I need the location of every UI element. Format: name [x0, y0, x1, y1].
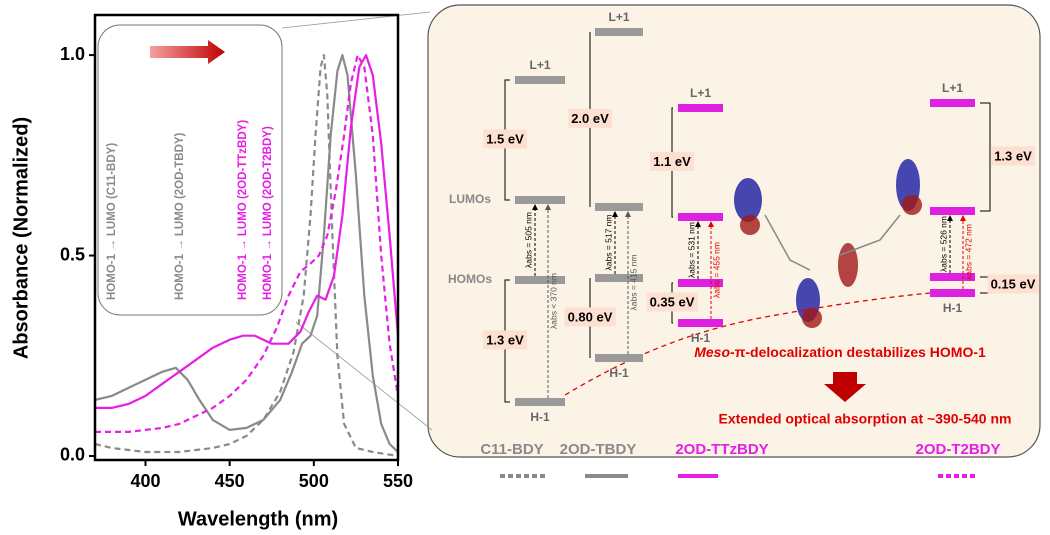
inset-label: HOMO-1 → LUMO (2OD-TBDY)	[174, 132, 186, 300]
gap-label: 2.0 eV	[571, 111, 609, 126]
gap-label: 1.3 eV	[994, 148, 1032, 163]
legend-label: 2OD-T2BDY	[915, 441, 1000, 458]
transition-label: λabs = 526 nm	[938, 216, 948, 272]
energy-level	[930, 289, 975, 297]
energy-level	[595, 28, 643, 36]
gap-label: 1.1 eV	[653, 154, 691, 169]
conclusion: Extended optical absorption at ~390-540 …	[719, 411, 1012, 427]
energy-level	[678, 213, 723, 221]
transition-label: λabs < 370 nm	[548, 273, 558, 329]
orbital	[902, 195, 922, 215]
gap-label: 0.15 eV	[991, 276, 1036, 291]
x-tick-label: 400	[130, 471, 160, 491]
x-tick-label: 450	[215, 471, 245, 491]
note-italic: Meso	[694, 344, 730, 360]
energy-level	[678, 104, 723, 112]
note-rest: -π-delocalization destabilizes HOMO-1	[730, 344, 986, 360]
level-label: L+1	[529, 58, 550, 72]
legend-label: C11-BDY	[480, 441, 543, 458]
orbital	[802, 308, 822, 328]
transition-label: λabs = 472 nm	[963, 224, 973, 280]
energy-level	[515, 76, 565, 84]
row-label: LUMOs	[449, 192, 491, 206]
level-label: L+1	[608, 10, 629, 24]
inset-box	[98, 25, 282, 315]
gap-label: 1.5 eV	[486, 131, 524, 146]
energy-level	[595, 354, 643, 362]
transition-label: λabs = 415 nm	[628, 255, 638, 311]
connector	[296, 322, 432, 430]
level-label: H-1	[943, 301, 963, 315]
y-tick-label: 1.0	[60, 44, 85, 64]
gap-label: 0.35 eV	[650, 294, 695, 309]
transition-label: λabs = 531 nm	[686, 222, 696, 278]
transition-label: λabs = 505 nm	[523, 212, 533, 268]
gap-label: 0.80 eV	[568, 309, 613, 324]
level-label: H-1	[691, 331, 711, 345]
y-tick-label: 0.0	[60, 445, 85, 465]
inset-label: HOMO-1 → LUMO (2OD-TTzBDY)	[237, 120, 249, 300]
energy-level	[515, 196, 565, 204]
y-axis-label: Absorbance (Normalized)	[10, 117, 32, 359]
x-axis-label: Wavelength (nm)	[178, 508, 338, 530]
energy-level	[595, 203, 643, 211]
x-tick-label: 500	[299, 471, 329, 491]
legend-label: 2OD-TBDY	[560, 441, 637, 458]
y-tick-label: 0.5	[60, 244, 85, 264]
energy-level	[930, 207, 975, 215]
gap-label: 1.3 eV	[486, 332, 524, 347]
x-tick-label: 550	[383, 471, 413, 491]
energy-level	[930, 99, 975, 107]
energy-level	[515, 398, 565, 406]
level-label: L+1	[942, 81, 963, 95]
legend-label: 2OD-TTzBDY	[675, 441, 768, 458]
transition-label: λabs = 455 nm	[711, 242, 721, 298]
note: Meso-π-delocalization destabilizes HOMO-…	[694, 344, 986, 360]
figure: Wavelength (nm) Absorbance (Normalized) …	[0, 0, 1050, 535]
transition-label: λabs = 517 nm	[603, 215, 613, 271]
level-label: H-1	[530, 410, 550, 424]
inset-label: HOMO-1 → LUMO (2OD-T2BDY)	[262, 126, 274, 300]
row-label: HOMOs	[448, 272, 492, 286]
level-label: L+1	[690, 86, 711, 100]
orbital	[740, 215, 760, 235]
inset-label: HOMO-1 → LUMO (C11-BDY)	[106, 143, 118, 300]
level-label: H-1	[609, 366, 629, 380]
energy-level	[678, 319, 723, 327]
